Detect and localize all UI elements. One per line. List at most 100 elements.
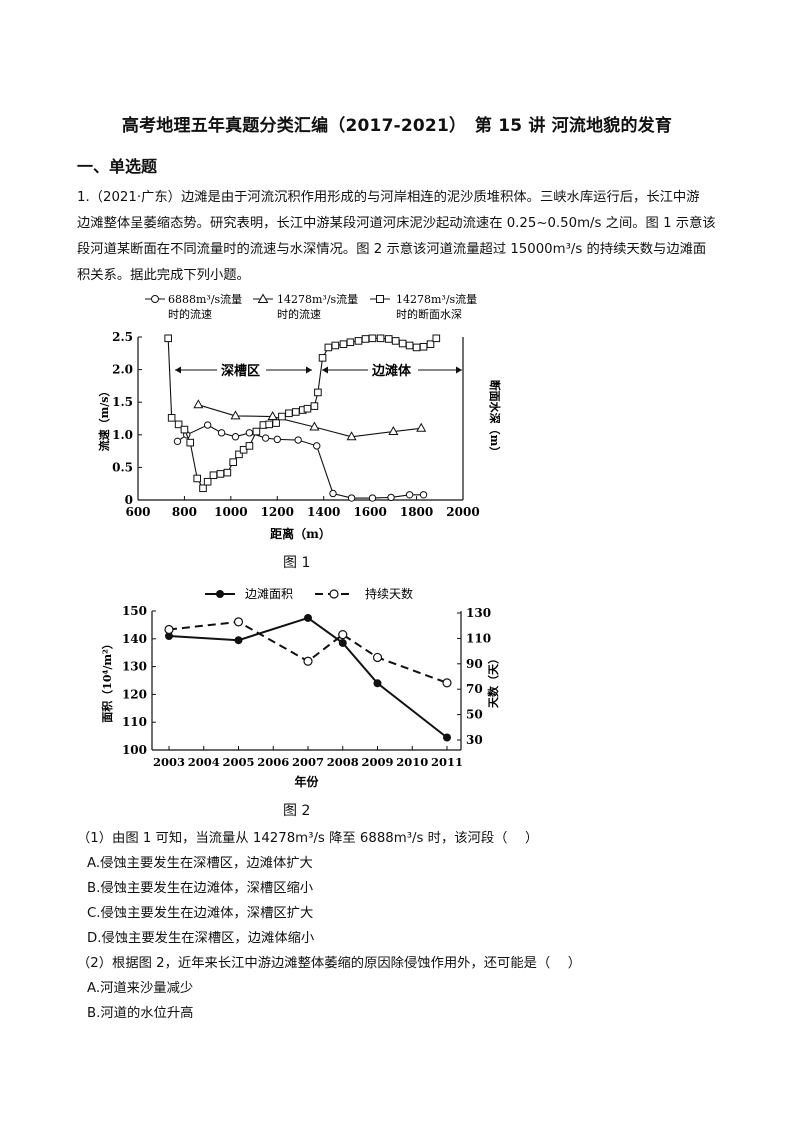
- data-point: [338, 638, 347, 647]
- data-point: [233, 617, 244, 627]
- data-point: [164, 624, 174, 635]
- data-point: [292, 408, 300, 416]
- data-point: [310, 402, 319, 410]
- data-point: [278, 412, 286, 421]
- data-point: [346, 431, 357, 441]
- data-point: [354, 337, 363, 345]
- data-point: [376, 334, 385, 343]
- data-point: [234, 636, 243, 645]
- y-tick-label: 1.5: [112, 395, 133, 409]
- data-point: [245, 442, 254, 450]
- option-c[interactable]: C.侵蚀主要发生在边滩体，深槽区扩大: [87, 906, 314, 921]
- x-tick-label: 1800: [400, 505, 433, 519]
- data-point: [180, 425, 189, 434]
- data-point: [361, 335, 370, 343]
- x-tick-label: 2005: [222, 755, 254, 769]
- data-point: [432, 334, 441, 343]
- legend-label: 时的流速: [277, 307, 321, 321]
- option-a[interactable]: A.河道来沙量减少: [87, 981, 194, 996]
- data-point: [231, 433, 240, 441]
- data-point: [294, 436, 302, 444]
- x-tick-label: 2007: [292, 755, 324, 769]
- y-tick-label: 130: [122, 660, 147, 674]
- y2-tick-label: 70: [466, 682, 483, 696]
- data-point: [223, 468, 232, 477]
- x-axis-label: 年份: [294, 774, 319, 789]
- data-point: [229, 458, 237, 466]
- question-1-line: 积关系。据此完成下列小题。: [77, 268, 250, 283]
- y-tick-label: 2.5: [112, 330, 133, 344]
- sub-question-2-stem: （2）根据图 2，近年来长江中游边滩整体萎缩的原因除侵蚀作用外，还可能是（ ）: [77, 956, 582, 971]
- data-point: [373, 679, 382, 688]
- data-point: [419, 342, 428, 351]
- option-b[interactable]: B.侵蚀主要发生在边滩体，深槽区缩小: [87, 881, 314, 896]
- figure-2-legend: 边滩面积 持续天数: [205, 586, 413, 601]
- y-tick-label: 0.5: [112, 460, 133, 474]
- data-point: [405, 491, 414, 499]
- data-point: [303, 404, 312, 413]
- y-tick-label: 140: [122, 632, 147, 646]
- y-tick-label: 110: [122, 715, 147, 729]
- data-point: [309, 421, 320, 431]
- x-tick-label: 2008: [327, 755, 359, 769]
- legend-label: 6888m³/s流量: [168, 292, 242, 306]
- data-point: [339, 340, 348, 348]
- y2-tick-label: 90: [466, 657, 483, 671]
- y2-axis-label: 断面水深（m）: [488, 380, 502, 458]
- question-1-line: 边滩整体呈萎缩态势。研究表明，长江中游某段河道河床泥沙起动流速在 0.25~0.…: [77, 216, 716, 231]
- data-point: [405, 341, 414, 350]
- data-point: [186, 438, 195, 447]
- region-annotations: 深槽区 边滩体: [175, 363, 462, 379]
- x-tick-label: 2006: [257, 755, 289, 769]
- x-tick-label: 1000: [214, 505, 247, 519]
- data-point: [216, 470, 225, 478]
- data-point: [398, 339, 407, 348]
- legend-label: 14278m³/s流量: [277, 292, 358, 306]
- y2-tick-label: 110: [466, 631, 491, 645]
- option-b[interactable]: B.河道的水位升高: [87, 1006, 194, 1021]
- data-point: [443, 733, 451, 742]
- legend-label: 边滩面积: [245, 587, 293, 601]
- data-point: [203, 477, 212, 486]
- data-point: [193, 474, 201, 483]
- legend-label: 时的断面水深: [396, 307, 462, 321]
- y-axis-label: 面积（10⁴/m²）: [100, 638, 114, 723]
- y-axis-label: 流速（m/s）: [97, 386, 111, 452]
- x-tick-label: 2011: [431, 755, 463, 769]
- data-point: [303, 656, 313, 666]
- data-point: [203, 421, 212, 429]
- y-tick-label: 2.0: [112, 363, 133, 377]
- legend-label: 时的流速: [168, 307, 212, 321]
- y-tick-label: 120: [122, 687, 147, 701]
- figure-2-caption: 图 2: [283, 803, 311, 819]
- sub-question-1-stem: （1）由图 1 可知，当流量从 14278m³/s 降至 6888m³/s 时，…: [77, 831, 539, 846]
- section-title: 一、单选题: [77, 157, 158, 176]
- data-point: [442, 678, 452, 688]
- series-line: [177, 424, 424, 499]
- data-point: [252, 427, 261, 436]
- option-a[interactable]: A.侵蚀主要发生在深槽区，边滩体扩大: [87, 856, 313, 871]
- data-point: [419, 491, 428, 499]
- x-tick-label: 600: [125, 505, 150, 519]
- data-point: [173, 437, 182, 446]
- data-point: [426, 340, 435, 348]
- y2-tick-label: 30: [466, 733, 483, 747]
- option-d[interactable]: D.侵蚀主要发生在深槽区，边滩体缩小: [87, 931, 315, 946]
- question-1-text: 1.（2021·广东）边滩是由于河流沉积作用形成的与河岸相连的泥沙质堆积体。三峡…: [77, 185, 717, 289]
- y2-axis-label: 天数（天）: [486, 653, 500, 708]
- series-line: [168, 620, 448, 684]
- data-point: [368, 494, 377, 502]
- y2-tick-label: 130: [466, 606, 491, 620]
- x-tick-label: 2004: [188, 755, 220, 769]
- data-point: [384, 335, 393, 343]
- data-point: [230, 410, 241, 420]
- question-1-line: 段河道某断面在不同流量时的流速与水深情况。图 2 示意该河道流量超过 15000…: [77, 242, 707, 257]
- figure-1-chart: 6888m³/s流量 时的流速 14278m³/s流量 时的流速 14278m³…: [97, 292, 502, 541]
- data-point: [346, 338, 355, 347]
- point-bar-label: 边滩体: [371, 363, 412, 379]
- data-point: [331, 341, 340, 350]
- data-point: [209, 471, 218, 480]
- data-point: [273, 435, 281, 444]
- page-title: 高考地理五年真题分类汇编（2017-2021） 第 15 讲 河流地貌的发育: [121, 116, 673, 136]
- x-tick-label: 1200: [261, 505, 294, 519]
